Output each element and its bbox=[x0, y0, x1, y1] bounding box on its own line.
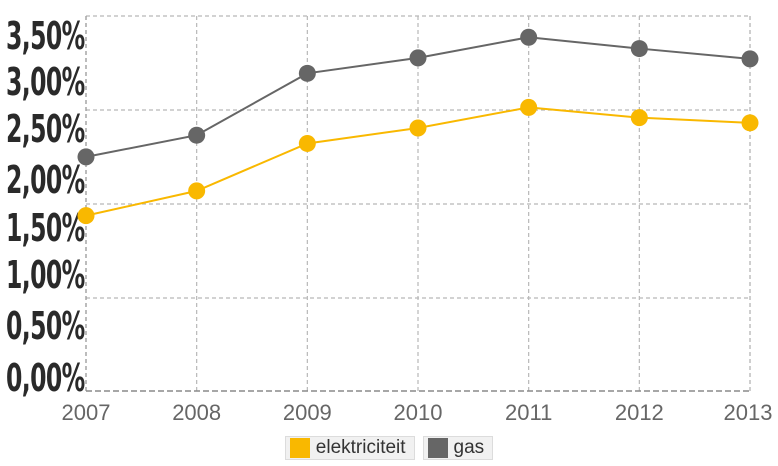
x-tick-label: 2009 bbox=[283, 400, 332, 425]
y-tick-label: 0,00% bbox=[6, 357, 85, 400]
legend-swatch-elektriciteit bbox=[289, 438, 310, 458]
y-tick-group-0: 0,00% bbox=[6, 357, 85, 400]
legend-label-elektriciteit: elektriciteit bbox=[315, 437, 406, 458]
legend-item-elektriciteit[interactable]: elektriciteit bbox=[284, 436, 415, 460]
data-point-elektriciteit-2009 bbox=[298, 134, 316, 152]
x-tick-label: 2007 bbox=[62, 400, 111, 425]
data-point-gas-2011 bbox=[520, 28, 538, 46]
y-tick-group-4: 2,00% bbox=[6, 159, 85, 202]
data-point-elektriciteit-2012 bbox=[630, 109, 648, 127]
legend-label-gas: gas bbox=[453, 437, 485, 458]
data-point-elektriciteit-2008 bbox=[188, 182, 206, 200]
data-point-elektriciteit-2013 bbox=[741, 114, 759, 132]
chart-legend: elektriciteit gas bbox=[0, 436, 778, 460]
data-point-gas-2012 bbox=[630, 40, 648, 58]
y-tick-group-5: 2,50% bbox=[6, 108, 85, 151]
x-tick-label: 2012 bbox=[615, 400, 664, 425]
y-tick-label: 0,50% bbox=[6, 305, 85, 348]
x-tick-label: 2013 bbox=[724, 400, 773, 425]
legend-swatch-gas bbox=[427, 438, 448, 458]
data-point-gas-2009 bbox=[298, 64, 316, 82]
y-tick-label: 2,00% bbox=[6, 159, 85, 202]
data-point-gas-2008 bbox=[188, 126, 206, 144]
chart-grid bbox=[85, 15, 751, 392]
x-tick-label: 2011 bbox=[505, 400, 552, 425]
data-point-gas-2007 bbox=[77, 148, 95, 166]
y-tick-label: 2,50% bbox=[6, 108, 85, 151]
y-tick-label: 3,50% bbox=[6, 15, 85, 58]
data-point-elektriciteit-2011 bbox=[520, 98, 538, 116]
data-point-elektriciteit-2010 bbox=[409, 119, 427, 137]
y-tick-group-2: 1,00% bbox=[6, 254, 85, 297]
data-point-gas-2010 bbox=[409, 49, 427, 67]
x-axis: 2007 2008 2009 2010 2011 2012 2013 bbox=[62, 400, 773, 425]
data-point-elektriciteit-2007 bbox=[77, 207, 95, 225]
data-point-gas-2013 bbox=[741, 50, 759, 68]
x-tick-label: 2008 bbox=[172, 400, 221, 425]
y-tick-group-1: 0,50% bbox=[6, 305, 85, 348]
y-tick-label: 3,00% bbox=[6, 61, 85, 104]
x-tick-label: 2010 bbox=[394, 400, 443, 425]
y-tick-group-6: 3,00% bbox=[6, 61, 85, 104]
y-tick-label: 1,50% bbox=[6, 207, 85, 250]
y-tick-group-3: 1,50% bbox=[6, 207, 85, 250]
chart-series bbox=[77, 28, 759, 225]
y-tick-group-7: 3,50% bbox=[6, 15, 85, 58]
legend-item-gas[interactable]: gas bbox=[422, 436, 494, 460]
y-tick-label: 1,00% bbox=[6, 254, 85, 297]
y-axis: 0,00% 0,50% 1,00%1,50% 2,00% 2,50%3,00%3,50% bbox=[6, 15, 85, 400]
